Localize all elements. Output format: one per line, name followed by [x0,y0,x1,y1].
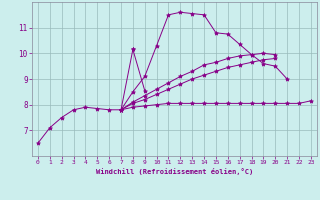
X-axis label: Windchill (Refroidissement éolien,°C): Windchill (Refroidissement éolien,°C) [96,168,253,175]
